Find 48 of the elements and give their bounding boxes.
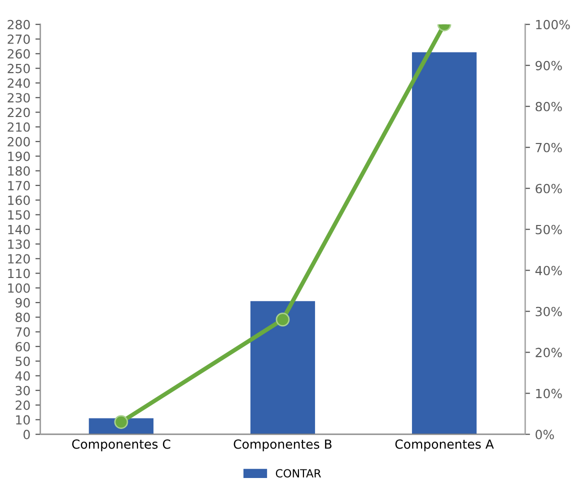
y-tick-label: 110 — [8, 268, 30, 278]
y-tick-label: 10 — [16, 415, 30, 425]
y-tick-label: 70 — [16, 327, 30, 337]
y-tick-label: 100 — [8, 283, 30, 293]
y-tick-label: 170 — [8, 180, 30, 190]
y-tick-label: 250 — [8, 64, 30, 74]
y-tick-label: 180 — [8, 166, 30, 176]
y-tick-label: 270 — [8, 34, 30, 44]
y2-tick-label: 80% — [536, 102, 562, 112]
y2-tick-label: 30% — [536, 306, 562, 316]
y2-tick-label: 100% — [536, 20, 570, 30]
y2-tick-label: 20% — [536, 348, 562, 358]
y2-tick-label: 50% — [536, 224, 562, 234]
y-tick-label: 210 — [8, 122, 30, 132]
y2-tick-label: 90% — [536, 60, 562, 70]
y-tick-label: 200 — [8, 136, 30, 146]
y-tick-label: 140 — [8, 224, 30, 234]
y-tick-label: 0 — [24, 430, 30, 440]
y-tick-label: 280 — [8, 20, 30, 30]
legend-label: CONTAR — [276, 469, 321, 478]
y-tick-label: 130 — [8, 239, 30, 249]
y-tick-label: 30 — [16, 386, 30, 396]
bar — [250, 301, 316, 434]
y2-tick-label: 40% — [535, 266, 562, 276]
y-tick-label: 240 — [8, 78, 30, 88]
y-tick-label: 260 — [8, 49, 30, 59]
x-tick-label: Componentes C — [72, 439, 170, 452]
y-tick-label: 60 — [16, 342, 30, 352]
y-tick-label: 50 — [16, 356, 30, 366]
x-tick-label: Componentes A — [395, 439, 494, 452]
y-tick-label: 120 — [8, 254, 30, 264]
point — [114, 415, 128, 429]
bar — [412, 52, 477, 434]
y-tick-label: 40 — [15, 371, 30, 381]
y-tick-label: 230 — [8, 93, 30, 103]
y2-tick-label: 70% — [536, 142, 562, 152]
y-tick-label: 20 — [16, 400, 30, 410]
y-tick-label: 190 — [8, 152, 30, 162]
y-tick-label: 160 — [8, 196, 30, 206]
y2-tick-label: 10% — [536, 388, 562, 398]
point — [276, 312, 290, 326]
y-tick-label: 90 — [16, 298, 30, 308]
x-tick-label: Componentes B — [234, 439, 332, 452]
y-tick-label: 150 — [8, 210, 30, 220]
y-tick-label: 220 — [8, 108, 30, 118]
y-tick-label: 80 — [16, 312, 30, 322]
y2-tick-label: 0% — [536, 430, 554, 440]
y2-tick-label: 60% — [536, 184, 562, 194]
